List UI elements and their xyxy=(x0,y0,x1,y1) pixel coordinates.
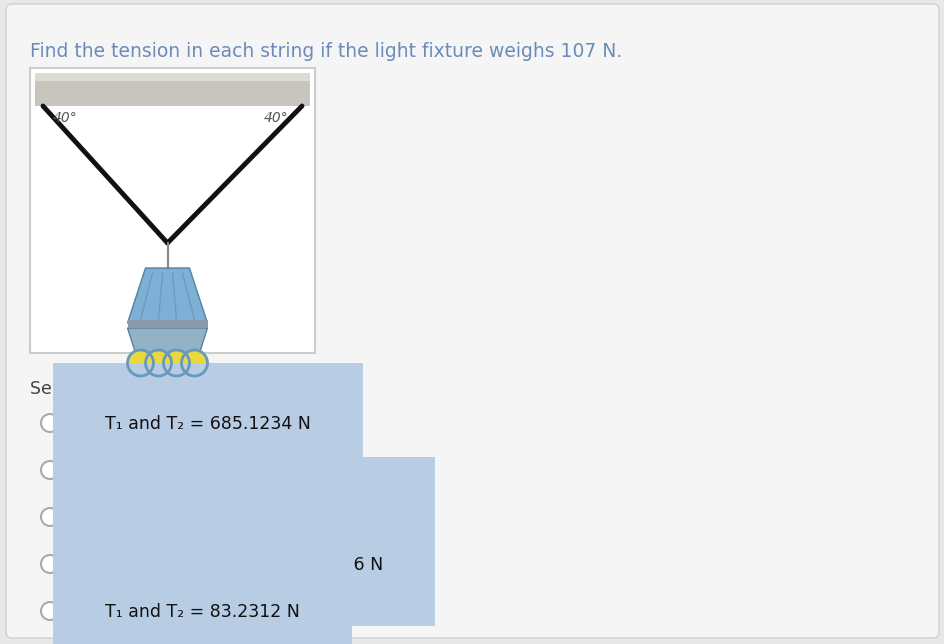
Text: c.: c. xyxy=(75,509,90,527)
Text: 40°: 40° xyxy=(263,111,289,125)
FancyBboxPatch shape xyxy=(6,4,938,638)
Text: b.: b. xyxy=(75,462,92,480)
Circle shape xyxy=(41,555,59,573)
Circle shape xyxy=(145,350,171,376)
Circle shape xyxy=(181,350,208,376)
FancyBboxPatch shape xyxy=(35,73,310,106)
Text: 40°: 40° xyxy=(53,111,77,125)
Circle shape xyxy=(163,350,190,376)
Text: T₁ and T₂ = 83.2312 N: T₁ and T₂ = 83.2312 N xyxy=(105,603,299,621)
Text: T₁ = 41.6156 N, T₂ = 20.8078 N: T₁ = 41.6156 N, T₂ = 20.8078 N xyxy=(105,509,382,527)
Text: Incomplete Data: Incomplete Data xyxy=(105,462,249,480)
Circle shape xyxy=(41,602,59,620)
Circle shape xyxy=(41,414,59,432)
Circle shape xyxy=(41,461,59,479)
Text: T₁ and T₂ = 685.1234 N: T₁ and T₂ = 685.1234 N xyxy=(105,415,311,433)
Text: a.: a. xyxy=(75,415,91,433)
FancyBboxPatch shape xyxy=(35,73,310,81)
Circle shape xyxy=(127,350,153,376)
Polygon shape xyxy=(127,268,208,323)
Text: T₁ = 66.5850 N, T₂ = 41.6156 N: T₁ = 66.5850 N, T₂ = 41.6156 N xyxy=(105,556,383,574)
Text: Select one:: Select one: xyxy=(30,380,127,398)
Text: d.: d. xyxy=(75,556,92,574)
Text: e.: e. xyxy=(75,603,92,621)
Polygon shape xyxy=(127,328,208,353)
Text: Find the tension in each string if the light fixture weighs 107 N.: Find the tension in each string if the l… xyxy=(30,42,621,61)
Circle shape xyxy=(41,508,59,526)
FancyBboxPatch shape xyxy=(30,68,314,353)
FancyBboxPatch shape xyxy=(127,320,208,328)
